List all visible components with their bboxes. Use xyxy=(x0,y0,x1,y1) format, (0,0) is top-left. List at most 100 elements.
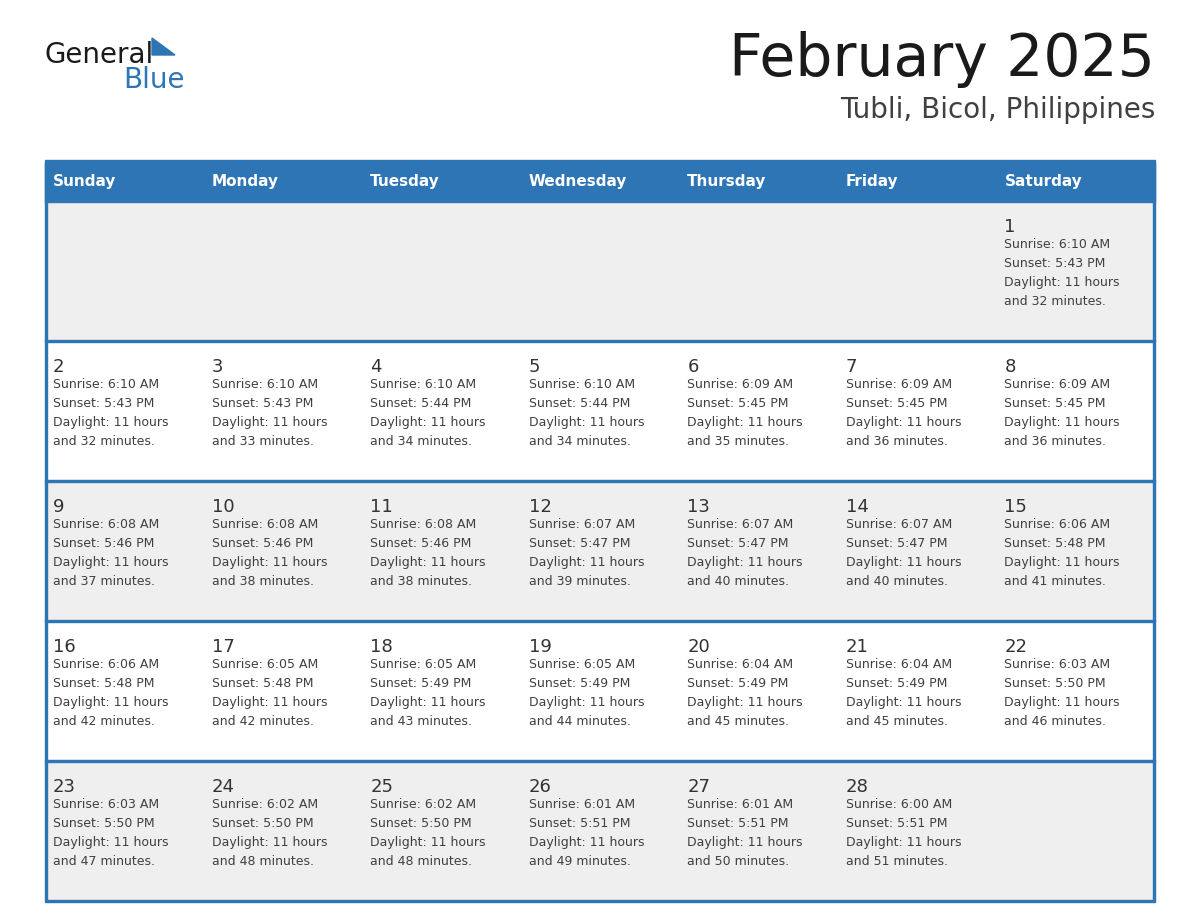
Text: Blue: Blue xyxy=(124,66,184,94)
Text: and 39 minutes.: and 39 minutes. xyxy=(529,575,631,588)
Text: and 37 minutes.: and 37 minutes. xyxy=(53,575,154,588)
Text: Friday: Friday xyxy=(846,174,898,189)
Text: and 42 minutes.: and 42 minutes. xyxy=(211,715,314,728)
Text: and 43 minutes.: and 43 minutes. xyxy=(371,715,472,728)
Bar xyxy=(45,480,1155,620)
Text: Daylight: 11 hours: Daylight: 11 hours xyxy=(53,696,169,709)
Bar xyxy=(45,340,1155,342)
Bar xyxy=(45,480,1155,482)
Bar xyxy=(45,760,1155,900)
Text: Sunrise: 6:00 AM: Sunrise: 6:00 AM xyxy=(846,798,952,811)
Text: and 51 minutes.: and 51 minutes. xyxy=(846,855,948,868)
Text: and 44 minutes.: and 44 minutes. xyxy=(529,715,631,728)
Text: Sunrise: 6:02 AM: Sunrise: 6:02 AM xyxy=(211,798,317,811)
Text: Sunrise: 6:06 AM: Sunrise: 6:06 AM xyxy=(1004,518,1111,531)
Text: and 45 minutes.: and 45 minutes. xyxy=(846,715,948,728)
Text: Daylight: 11 hours: Daylight: 11 hours xyxy=(688,556,803,569)
Text: Sunrise: 6:09 AM: Sunrise: 6:09 AM xyxy=(688,378,794,391)
Text: 18: 18 xyxy=(371,638,393,656)
Text: Sunset: 5:48 PM: Sunset: 5:48 PM xyxy=(211,677,314,690)
Text: 3: 3 xyxy=(211,358,223,376)
Text: 4: 4 xyxy=(371,358,381,376)
Text: Sunrise: 6:05 AM: Sunrise: 6:05 AM xyxy=(529,658,634,671)
Text: Daylight: 11 hours: Daylight: 11 hours xyxy=(1004,696,1120,709)
Text: 14: 14 xyxy=(846,498,868,516)
Text: 28: 28 xyxy=(846,778,868,796)
Text: Sunset: 5:48 PM: Sunset: 5:48 PM xyxy=(1004,537,1106,550)
Text: 7: 7 xyxy=(846,358,858,376)
Text: February 2025: February 2025 xyxy=(729,31,1155,88)
Text: 13: 13 xyxy=(688,498,710,516)
Text: Sunrise: 6:09 AM: Sunrise: 6:09 AM xyxy=(1004,378,1111,391)
Text: 8: 8 xyxy=(1004,358,1016,376)
Text: Sunset: 5:47 PM: Sunset: 5:47 PM xyxy=(846,537,947,550)
Text: Sunset: 5:50 PM: Sunset: 5:50 PM xyxy=(211,817,314,830)
Text: and 45 minutes.: and 45 minutes. xyxy=(688,715,789,728)
Text: and 40 minutes.: and 40 minutes. xyxy=(688,575,789,588)
Text: 16: 16 xyxy=(53,638,76,656)
Text: Sunset: 5:46 PM: Sunset: 5:46 PM xyxy=(211,537,312,550)
Text: Sunset: 5:46 PM: Sunset: 5:46 PM xyxy=(371,537,472,550)
Text: and 32 minutes.: and 32 minutes. xyxy=(1004,295,1106,308)
Text: Sunrise: 6:09 AM: Sunrise: 6:09 AM xyxy=(846,378,952,391)
Bar xyxy=(45,163,1155,200)
Text: Daylight: 11 hours: Daylight: 11 hours xyxy=(688,416,803,429)
Text: Sunset: 5:50 PM: Sunset: 5:50 PM xyxy=(371,817,472,830)
Text: Tubli, Bicol, Philippines: Tubli, Bicol, Philippines xyxy=(840,96,1155,124)
Text: Daylight: 11 hours: Daylight: 11 hours xyxy=(211,836,327,849)
Text: Daylight: 11 hours: Daylight: 11 hours xyxy=(371,836,486,849)
Text: and 34 minutes.: and 34 minutes. xyxy=(529,435,631,448)
Text: and 47 minutes.: and 47 minutes. xyxy=(53,855,154,868)
Text: Sunset: 5:43 PM: Sunset: 5:43 PM xyxy=(211,397,312,410)
Text: Sunset: 5:43 PM: Sunset: 5:43 PM xyxy=(53,397,154,410)
Text: Sunset: 5:43 PM: Sunset: 5:43 PM xyxy=(1004,257,1106,270)
Text: Sunset: 5:46 PM: Sunset: 5:46 PM xyxy=(53,537,154,550)
Text: Daylight: 11 hours: Daylight: 11 hours xyxy=(846,416,961,429)
Text: and 40 minutes.: and 40 minutes. xyxy=(846,575,948,588)
Text: Sunrise: 6:03 AM: Sunrise: 6:03 AM xyxy=(1004,658,1111,671)
Text: Sunrise: 6:06 AM: Sunrise: 6:06 AM xyxy=(53,658,159,671)
Text: Sunset: 5:49 PM: Sunset: 5:49 PM xyxy=(688,677,789,690)
Text: Sunset: 5:50 PM: Sunset: 5:50 PM xyxy=(53,817,154,830)
Text: and 42 minutes.: and 42 minutes. xyxy=(53,715,154,728)
Text: 12: 12 xyxy=(529,498,551,516)
Text: Daylight: 11 hours: Daylight: 11 hours xyxy=(371,416,486,429)
Text: Sunset: 5:45 PM: Sunset: 5:45 PM xyxy=(1004,397,1106,410)
Text: Sunrise: 6:08 AM: Sunrise: 6:08 AM xyxy=(371,518,476,531)
Text: Sunset: 5:51 PM: Sunset: 5:51 PM xyxy=(846,817,947,830)
Text: 23: 23 xyxy=(53,778,76,796)
Bar xyxy=(45,200,1155,340)
Bar xyxy=(45,340,1155,480)
Text: Sunset: 5:47 PM: Sunset: 5:47 PM xyxy=(529,537,630,550)
Bar xyxy=(45,900,1155,902)
Text: Sunset: 5:45 PM: Sunset: 5:45 PM xyxy=(846,397,947,410)
Text: Sunrise: 6:10 AM: Sunrise: 6:10 AM xyxy=(529,378,634,391)
Text: Sunrise: 6:10 AM: Sunrise: 6:10 AM xyxy=(371,378,476,391)
Text: 26: 26 xyxy=(529,778,551,796)
Text: 11: 11 xyxy=(371,498,393,516)
Text: Sunset: 5:51 PM: Sunset: 5:51 PM xyxy=(688,817,789,830)
Text: 25: 25 xyxy=(371,778,393,796)
Text: Sunrise: 6:04 AM: Sunrise: 6:04 AM xyxy=(688,658,794,671)
Text: 10: 10 xyxy=(211,498,234,516)
Text: and 36 minutes.: and 36 minutes. xyxy=(846,435,948,448)
Text: and 33 minutes.: and 33 minutes. xyxy=(211,435,314,448)
Text: Daylight: 11 hours: Daylight: 11 hours xyxy=(1004,416,1120,429)
Text: Sunrise: 6:04 AM: Sunrise: 6:04 AM xyxy=(846,658,952,671)
Text: 1: 1 xyxy=(1004,218,1016,236)
Text: and 48 minutes.: and 48 minutes. xyxy=(371,855,472,868)
Text: Daylight: 11 hours: Daylight: 11 hours xyxy=(846,696,961,709)
Text: Sunrise: 6:01 AM: Sunrise: 6:01 AM xyxy=(529,798,634,811)
Text: Monday: Monday xyxy=(211,174,278,189)
Text: Sunrise: 6:07 AM: Sunrise: 6:07 AM xyxy=(846,518,952,531)
Text: Sunset: 5:51 PM: Sunset: 5:51 PM xyxy=(529,817,630,830)
Text: Sunrise: 6:08 AM: Sunrise: 6:08 AM xyxy=(211,518,318,531)
Bar xyxy=(45,620,1155,760)
Text: 5: 5 xyxy=(529,358,541,376)
Text: 24: 24 xyxy=(211,778,234,796)
Text: Sunset: 5:45 PM: Sunset: 5:45 PM xyxy=(688,397,789,410)
Text: and 35 minutes.: and 35 minutes. xyxy=(688,435,789,448)
Text: 2: 2 xyxy=(53,358,64,376)
Text: 22: 22 xyxy=(1004,638,1028,656)
Text: Sunset: 5:44 PM: Sunset: 5:44 PM xyxy=(371,397,472,410)
